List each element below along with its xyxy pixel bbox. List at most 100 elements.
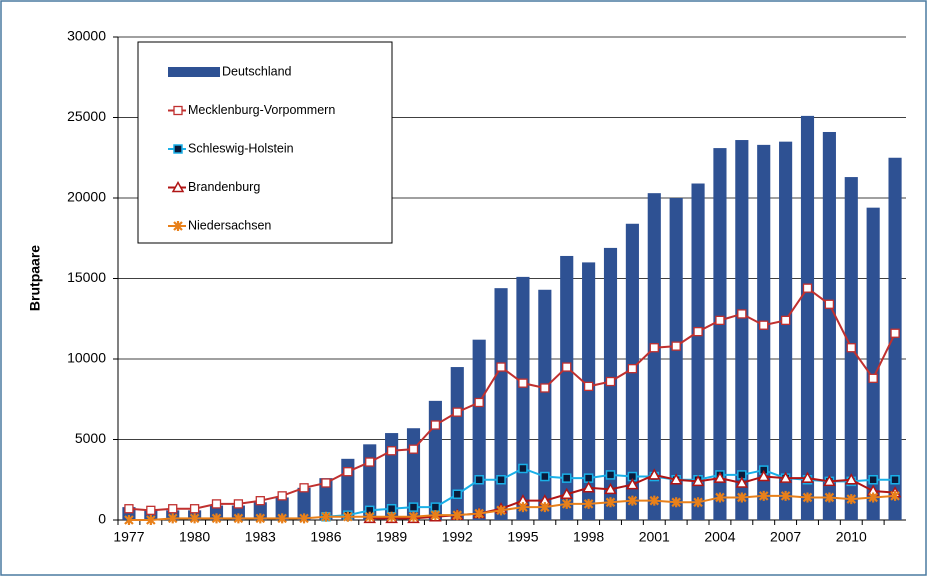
marker (540, 471, 550, 482)
x-tick-label: 1998 (573, 529, 604, 545)
marker (386, 446, 397, 456)
marker (605, 376, 616, 387)
marker (233, 499, 244, 509)
marker (277, 513, 287, 524)
marker (693, 326, 703, 337)
marker (890, 328, 900, 338)
marker (890, 475, 900, 485)
bar (735, 140, 749, 521)
marker (560, 487, 573, 499)
marker (343, 467, 353, 477)
marker (671, 341, 681, 351)
marker (430, 420, 441, 430)
marker (868, 475, 878, 485)
marker (299, 483, 309, 493)
marker (562, 362, 572, 372)
marker (518, 502, 528, 513)
marker (430, 502, 441, 512)
marker (757, 469, 770, 482)
bar (319, 478, 333, 520)
marker (649, 495, 660, 506)
marker (627, 364, 638, 374)
marker (561, 473, 572, 483)
marker (758, 490, 769, 501)
y-tick-label: 5000 (75, 430, 106, 446)
bar (691, 183, 705, 520)
marker (167, 513, 178, 524)
legend-label: Schleswig-Holstein (188, 141, 294, 155)
marker (649, 343, 659, 353)
x-tick-label: 2001 (639, 529, 670, 545)
bar (669, 198, 683, 520)
marker (171, 180, 185, 193)
marker (386, 511, 397, 522)
marker (173, 221, 183, 231)
y-tick-label: 15000 (67, 269, 106, 285)
marker (671, 497, 681, 508)
marker (189, 513, 200, 524)
bar (888, 157, 902, 520)
marker (474, 475, 484, 485)
marker (605, 470, 616, 480)
marker (846, 343, 856, 353)
marker (737, 309, 747, 319)
marker (691, 474, 705, 487)
marker (737, 492, 747, 503)
marker (583, 498, 594, 509)
marker (146, 515, 156, 525)
y-tick-label: 30000 (67, 28, 106, 44)
marker (518, 378, 528, 388)
bar (494, 288, 508, 520)
marker (540, 502, 550, 513)
x-tick-label: 2007 (770, 529, 801, 545)
marker (173, 105, 183, 116)
marker (518, 463, 528, 474)
marker (364, 511, 375, 522)
bar (450, 367, 464, 520)
marker (582, 481, 595, 493)
marker (604, 482, 617, 495)
marker (321, 478, 331, 488)
marker (868, 373, 878, 383)
marker (583, 381, 594, 392)
x-tick-label: 1977 (113, 529, 144, 545)
legend-label: Mecklenburg-Vorpommern (188, 103, 335, 117)
marker (715, 492, 725, 503)
marker (824, 299, 835, 309)
marker (626, 478, 639, 490)
marker (474, 508, 484, 519)
bar (757, 144, 771, 520)
marker (561, 498, 572, 509)
x-tick-label: 1983 (245, 529, 276, 545)
legend-swatch (168, 67, 220, 77)
bar (800, 115, 815, 520)
bar (647, 193, 661, 521)
marker (211, 499, 222, 509)
bar (297, 487, 311, 520)
marker (669, 473, 683, 485)
marker (474, 397, 484, 408)
x-tick-label: 1980 (179, 529, 210, 545)
marker (496, 362, 506, 372)
marker (255, 496, 265, 506)
legend-label: Niedersachsen (188, 218, 271, 232)
marker (146, 505, 156, 515)
marker (496, 505, 506, 516)
legend-label: Deutschland (222, 64, 292, 78)
marker (211, 513, 222, 524)
marker (299, 513, 309, 524)
y-tick-label: 25000 (67, 108, 106, 124)
marker (713, 471, 727, 483)
marker (430, 510, 441, 521)
marker (168, 504, 178, 514)
marker (124, 515, 134, 525)
marker (715, 315, 725, 326)
marker (408, 511, 419, 522)
legend-label: Brandenburg (188, 180, 260, 194)
marker (189, 504, 200, 514)
marker (408, 502, 419, 512)
bar (560, 255, 574, 520)
bar (822, 131, 836, 521)
marker (173, 144, 183, 154)
